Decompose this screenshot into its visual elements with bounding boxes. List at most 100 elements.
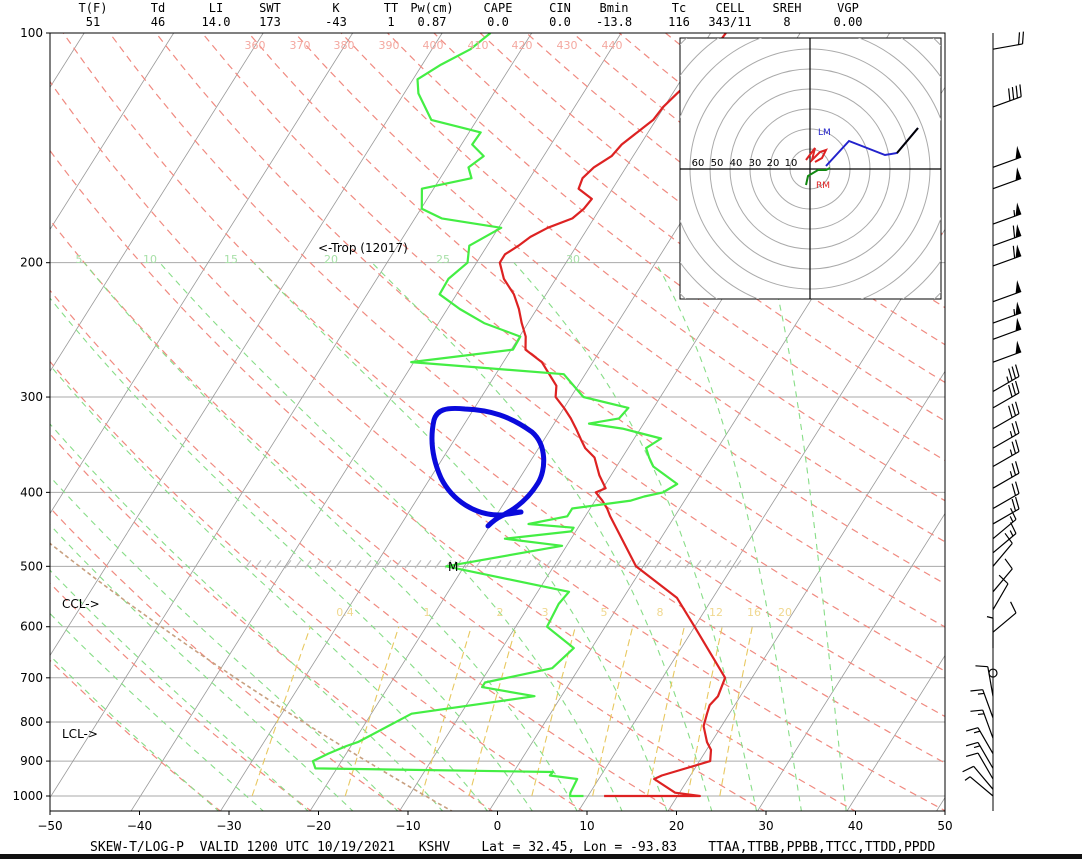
wind-barb-full [1015,461,1020,474]
x-tick-label: 30 [758,819,773,833]
hatch-mark [264,559,272,569]
mixing-ratio-line [531,626,576,797]
y-tick-label: 300 [20,390,43,404]
dry-adiabat-label: 400 [423,39,444,52]
hatch-mark [714,559,722,569]
moist-adiabat [655,262,802,811]
header-label: CELL [716,1,745,15]
y-tick-label: 1000 [12,789,43,803]
hatch-mark [734,559,742,569]
wind-barb-full [1010,522,1017,534]
hatch-mark [284,559,292,569]
y-tick-label: 100 [20,26,43,40]
wind-barb-shaft [987,666,994,697]
wind-barb [992,401,1020,430]
moist-adiabat-label: 20 [324,253,338,266]
wind-barb-full [1011,382,1017,396]
wind-barb-full [1012,225,1016,238]
header-label: VGP [837,1,859,15]
wind-barbs [962,31,1025,811]
wind-barb-full [965,741,979,747]
stability-header: T(F) Td LI SWT K TT Pw(cm) CAPE CIN Bmin Tc CELL SRE… [79,1,863,29]
moist-adiabat [50,524,354,811]
wind-barb-full [965,727,979,732]
dry-adiabat [50,289,675,811]
hatch-mark [534,559,542,569]
wind-barb-full [1011,87,1015,100]
isotherm [50,33,264,373]
x-tick-label: 50 [937,819,952,833]
x-tick-label: 20 [669,819,684,833]
wind-barb [992,280,1022,303]
hodograph-ring-label: 10 [785,158,798,169]
wind-barb-full [962,765,974,773]
header-value: 173 [259,15,281,29]
hatch-mark [404,559,412,569]
wind-barb-full [1008,384,1013,398]
wind-barb [992,202,1022,225]
hatch-mark [504,559,512,569]
wind-barb-shaft [982,709,994,739]
wind-barb [992,496,1020,525]
wind-barb [992,364,1020,392]
wind-barb-full [1015,439,1020,452]
dry-adiabat [201,33,945,628]
moist-adiabat [513,262,758,811]
dry-adiabat [50,582,313,811]
wind-barb-full [1008,88,1011,101]
wind-barb-shaft [982,689,994,719]
header-value: -13.8 [596,15,632,29]
mixing-ratio-label: 8 [657,606,664,619]
hatch-mark [424,559,432,569]
moist-adiabat-label: 25 [436,253,450,266]
mixing-ratio-line [592,626,634,797]
hatch-mark [654,559,662,569]
hatch-mark [524,559,532,569]
dry-adiabat [50,219,766,811]
hatch-mark [644,559,652,569]
wind-barb-flag [1015,145,1022,160]
wind-barb-shaft [977,742,994,769]
sounding-series [311,33,727,798]
wind-barb [992,380,1020,409]
x-tick-label: 10 [579,819,594,833]
wind-barb-full [1011,441,1017,454]
bottom-bar [0,854,1082,859]
hatch-mark [694,559,702,569]
wind-barb [992,481,1020,510]
header-label: Td [151,1,165,15]
dry-adiabat [433,33,945,422]
hatch-mark [484,559,492,569]
dry-adiabat [50,360,585,811]
wind-barb-shaft [992,472,1020,489]
hand-drawn-loop [429,405,547,529]
wind-barb [965,752,994,780]
isotherm [936,796,945,811]
wind-barb-shaft [992,96,1022,108]
x-tick-label: −10 [395,819,420,833]
wind-barb-full [1021,31,1025,45]
dry-adiabat-label: 390 [379,39,400,52]
header-label: K [332,1,340,15]
hodograph: 60 50 40 30 20 10 LM RM [679,37,942,300]
wind-barb-flag [1015,167,1022,181]
dry-adiabat-label: 380 [334,39,355,52]
dry-adiabat [50,80,945,811]
wind-barb-half [1009,471,1013,478]
hatch-mark [394,559,402,569]
mixing-ratio-label: 5 [601,606,608,619]
hodograph-ring-label: 20 [767,158,780,169]
dry-adiabat [479,33,945,384]
wind-barb-full [1004,558,1013,570]
wind-barb [992,522,1017,554]
wind-barb-flag [1015,280,1022,294]
hand-drawn-annotation [429,405,547,529]
x-tick-label: −30 [216,819,241,833]
mixing-ratio-label: 1 [424,606,431,619]
wind-barb-shaft [992,255,1022,267]
wind-barb [964,776,994,797]
parcel-curve [50,542,454,811]
wind-barb-full [1015,496,1020,510]
hatch-mark [674,559,682,569]
